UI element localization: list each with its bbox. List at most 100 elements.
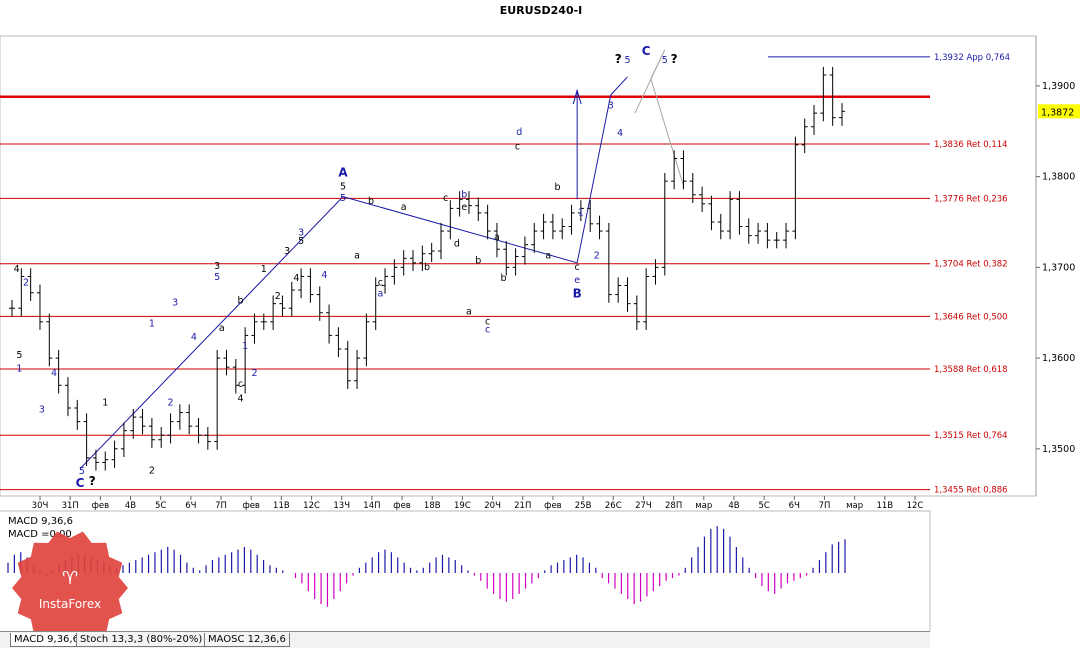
wave-label: a	[401, 202, 407, 213]
y-tick-label: 1,3900	[1042, 81, 1075, 92]
x-tick-label: 28П	[665, 501, 682, 511]
wave-label: 4	[617, 128, 623, 139]
wave-label: 3	[284, 246, 290, 257]
wave-label: 4	[191, 332, 197, 343]
wave-label: 1	[261, 264, 267, 275]
wave-label: c	[238, 379, 243, 390]
x-tick-label: 6Ч	[185, 501, 196, 511]
fib-label: 1,3455 Ret 0,886	[934, 486, 1008, 496]
price-axis: 1,3900 1,3800 1,3700 1,3600 1,3500 1,3872	[1036, 81, 1080, 455]
x-tick-label: 14П	[363, 501, 380, 511]
x-tick-label: мар	[695, 501, 712, 511]
x-tick-label: 7П	[819, 501, 831, 511]
x-tick-label: 19С	[454, 501, 471, 511]
indicator-label-1: MACD 9,36,6	[8, 516, 73, 527]
x-tick-label: 21П	[514, 501, 531, 511]
x-tick-label: 13Ч	[333, 501, 350, 511]
current-price-box	[1038, 104, 1080, 119]
fib-label: 1,3776 Ret 0,236	[934, 194, 1008, 204]
wave-label: d	[454, 238, 460, 249]
tab-0[interactable]: MACD 9,36,6	[10, 633, 83, 647]
wave-label: c	[515, 141, 520, 152]
wave-label: 2	[168, 397, 174, 408]
wave-label: a	[354, 250, 360, 261]
x-tick-label: 12С	[907, 501, 924, 511]
logo-badge-icon	[12, 531, 128, 645]
fib-label: 1,3704 Ret 0,382	[934, 260, 1008, 270]
wave-label: 5	[624, 55, 630, 66]
wave-segment	[342, 196, 578, 264]
indicator-label-2: MACD =0,00	[8, 529, 72, 540]
wave-label: b	[475, 256, 481, 267]
wave-label: 5	[16, 350, 22, 361]
wave-label: b	[500, 273, 506, 284]
wave-label: 1	[578, 208, 584, 219]
wave-label: 2	[149, 465, 155, 476]
x-tick-label: фев	[92, 501, 110, 511]
time-axis: 30Ч 31П фев 4В 5С 6Ч 7П фев 11В 12С 13Ч 14П фев 18В 19…	[32, 496, 924, 511]
wave-label: b	[237, 296, 243, 307]
x-tick-label: 4В	[125, 501, 136, 511]
wave-label: 4	[321, 270, 327, 281]
current-price-label: 1,3872	[1041, 107, 1074, 118]
instaforex-logo: ♈ InstaForex	[12, 531, 128, 645]
x-tick-label: фев	[242, 501, 260, 511]
fib-label: 1,3932 App 0,764	[934, 53, 1010, 63]
wave-label: ?	[671, 52, 678, 66]
wave-label: 5	[340, 181, 346, 192]
y-tick-label: 1,3600	[1042, 353, 1075, 364]
fib-label: 1,3588 Ret 0,618	[934, 365, 1008, 375]
x-tick-label: 26С	[605, 501, 622, 511]
x-tick-label: 12С	[303, 501, 320, 511]
wave-label: ?	[89, 474, 96, 488]
x-tick-label: 20Ч	[484, 501, 501, 511]
wave-label: c	[485, 325, 490, 336]
logo-mark-icon: ♈	[62, 568, 78, 589]
fib-label: 1,3515 Ret 0,764	[934, 431, 1008, 441]
x-tick-label: 18В	[424, 501, 441, 511]
wave-label: 1	[16, 364, 22, 375]
wave-label: d	[516, 127, 522, 138]
x-tick-label: 4В	[728, 501, 739, 511]
wave-label: 3	[298, 228, 304, 239]
wave-label: a	[494, 232, 500, 243]
x-tick-label: 30Ч	[32, 501, 49, 511]
candles	[9, 66, 845, 471]
wave-label: 4	[237, 394, 243, 405]
y-tick-label: 1,3800	[1042, 172, 1075, 183]
wave-label: 1	[242, 341, 248, 352]
wave-label: a	[377, 288, 383, 299]
wave-label: b	[368, 196, 374, 207]
x-tick-label: 11В	[273, 501, 290, 511]
x-tick-label: фев	[393, 501, 411, 511]
wave-label: 3	[172, 297, 178, 308]
wave-label: 1	[149, 318, 155, 329]
tab-2[interactable]: MAOSC 12,36,6	[204, 633, 290, 647]
x-tick-label: 6Ч	[789, 501, 800, 511]
wave-label: 2	[275, 291, 281, 302]
fibonacci-levels: 1,3932 App 0,764 1,3836 Ret 0,114 1,3776 R…	[0, 53, 1010, 496]
arrow-head-icon	[572, 88, 582, 105]
x-tick-label: 25В	[575, 501, 592, 511]
x-tick-label: 27Ч	[635, 501, 652, 511]
chart-title: EURUSD240-I	[500, 4, 583, 17]
x-tick-label: мар	[846, 501, 863, 511]
wave-label: 4	[51, 368, 57, 379]
wave-label: e	[461, 202, 467, 213]
wave-label: e	[574, 275, 580, 286]
wave-segment	[610, 76, 628, 96]
wave-label: 4	[293, 273, 299, 284]
wave-label: a	[466, 307, 472, 318]
wave-label: 1	[102, 397, 108, 408]
wave-label: 4	[14, 264, 20, 275]
y-tick-label: 1,3500	[1042, 444, 1075, 455]
tab-1[interactable]: Stoch 13,3,3 (80%-20%)	[76, 633, 207, 647]
wave-label: 3	[39, 405, 45, 416]
wave-label: 5	[340, 193, 346, 204]
fib-label: 1,3836 Ret 0,114	[934, 140, 1008, 150]
wave-label: C	[76, 476, 85, 490]
wave-label: c	[575, 262, 580, 273]
wave-label: b	[424, 262, 430, 273]
